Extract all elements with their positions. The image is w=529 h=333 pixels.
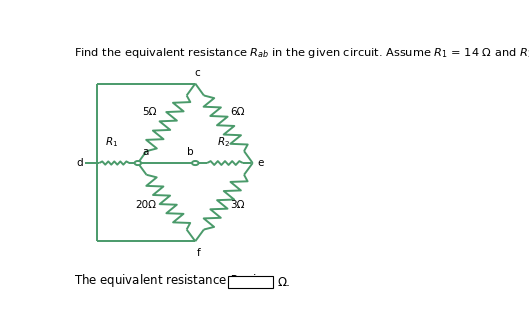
Text: 5Ω: 5Ω: [142, 107, 157, 117]
Text: b: b: [187, 147, 193, 157]
Text: 3Ω: 3Ω: [230, 200, 244, 210]
Text: $R_1$: $R_1$: [105, 135, 118, 149]
Text: d: d: [76, 158, 83, 168]
Circle shape: [134, 161, 141, 165]
Text: c: c: [195, 68, 200, 78]
FancyBboxPatch shape: [228, 276, 273, 288]
Text: 6Ω: 6Ω: [230, 107, 244, 117]
Text: 20Ω: 20Ω: [135, 200, 157, 210]
Circle shape: [192, 161, 198, 165]
Text: e: e: [258, 158, 264, 168]
Text: f: f: [197, 248, 200, 258]
Text: Find the equivalent resistance $R_{ab}$ in the given circuit. Assume $R_1$ = 14 : Find the equivalent resistance $R_{ab}$ …: [74, 46, 529, 60]
Text: The equivalent resistance $R_{ab}$ is: The equivalent resistance $R_{ab}$ is: [74, 272, 263, 289]
Text: $R_2$: $R_2$: [217, 135, 231, 149]
Text: a: a: [143, 147, 149, 157]
Text: Ω.: Ω.: [277, 275, 290, 288]
